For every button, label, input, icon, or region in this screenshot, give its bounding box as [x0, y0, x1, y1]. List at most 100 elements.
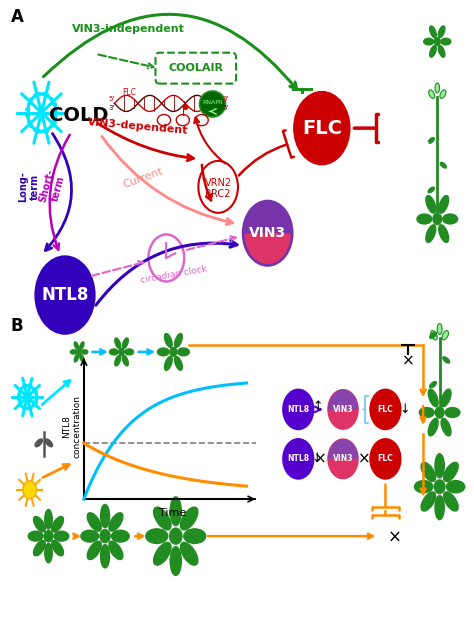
Ellipse shape — [111, 530, 129, 542]
Ellipse shape — [430, 45, 436, 57]
Ellipse shape — [445, 407, 460, 417]
Ellipse shape — [444, 492, 458, 511]
Circle shape — [294, 93, 349, 164]
Ellipse shape — [328, 439, 358, 479]
Text: ↑: ↑ — [313, 400, 323, 413]
Ellipse shape — [45, 439, 53, 446]
Circle shape — [36, 256, 94, 333]
Circle shape — [100, 530, 110, 542]
Ellipse shape — [109, 541, 123, 560]
Ellipse shape — [243, 201, 292, 265]
FancyArrowPatch shape — [420, 389, 426, 394]
Text: NTL8
concentration: NTL8 concentration — [63, 395, 82, 458]
Circle shape — [77, 350, 81, 354]
Text: Current: Current — [121, 166, 164, 189]
Ellipse shape — [28, 531, 43, 541]
FancyArrowPatch shape — [208, 533, 373, 538]
FancyArrow shape — [401, 97, 427, 162]
Ellipse shape — [115, 355, 121, 366]
FancyArrowPatch shape — [102, 137, 233, 225]
FancyArrowPatch shape — [202, 165, 211, 201]
Circle shape — [23, 481, 36, 499]
Ellipse shape — [164, 356, 172, 370]
FancyArrowPatch shape — [43, 465, 69, 478]
Circle shape — [170, 528, 182, 544]
Circle shape — [435, 38, 440, 45]
Ellipse shape — [45, 510, 52, 529]
Text: NTL8: NTL8 — [287, 405, 310, 414]
Ellipse shape — [183, 105, 188, 109]
FancyArrowPatch shape — [42, 381, 70, 404]
Ellipse shape — [442, 330, 448, 340]
Ellipse shape — [100, 545, 109, 568]
Ellipse shape — [82, 350, 88, 354]
Ellipse shape — [435, 496, 444, 520]
FancyArrowPatch shape — [73, 533, 78, 538]
Ellipse shape — [444, 463, 458, 481]
Text: FLC: FLC — [123, 88, 137, 97]
Text: ×: × — [388, 528, 402, 546]
Ellipse shape — [441, 389, 451, 407]
Circle shape — [436, 407, 444, 418]
Ellipse shape — [426, 225, 436, 242]
Text: FLC: FLC — [378, 455, 393, 463]
Ellipse shape — [441, 39, 451, 45]
Ellipse shape — [435, 83, 439, 93]
Text: Short-
term: Short- term — [37, 168, 67, 206]
FancyArrowPatch shape — [96, 240, 237, 305]
Ellipse shape — [200, 91, 226, 117]
Ellipse shape — [328, 389, 358, 429]
Text: B: B — [11, 317, 23, 335]
Text: ×: × — [314, 451, 327, 466]
Ellipse shape — [443, 357, 449, 363]
Circle shape — [370, 439, 401, 479]
Ellipse shape — [34, 540, 46, 556]
Ellipse shape — [176, 114, 190, 125]
Ellipse shape — [170, 546, 181, 576]
Text: Long-
term: Long- term — [18, 171, 39, 202]
Text: 3': 3' — [222, 96, 228, 102]
Ellipse shape — [435, 454, 444, 478]
Ellipse shape — [430, 26, 436, 38]
Ellipse shape — [146, 529, 168, 543]
Circle shape — [198, 161, 238, 213]
Text: VRN2: VRN2 — [205, 178, 232, 188]
Text: 5': 5' — [222, 105, 228, 111]
Circle shape — [148, 235, 184, 281]
Ellipse shape — [154, 542, 171, 565]
Ellipse shape — [115, 338, 121, 348]
Ellipse shape — [45, 543, 52, 563]
Text: 5': 5' — [108, 96, 114, 102]
Ellipse shape — [74, 342, 79, 350]
FancyArrowPatch shape — [98, 124, 193, 161]
Text: COOLAIR: COOLAIR — [168, 63, 224, 73]
Ellipse shape — [52, 517, 64, 532]
Ellipse shape — [71, 350, 77, 354]
Ellipse shape — [170, 497, 181, 525]
Ellipse shape — [87, 541, 101, 560]
Ellipse shape — [181, 507, 198, 530]
Circle shape — [370, 389, 401, 429]
FancyArrowPatch shape — [420, 406, 426, 422]
Text: FLC: FLC — [378, 405, 393, 414]
Ellipse shape — [174, 356, 182, 370]
Ellipse shape — [428, 138, 434, 143]
Ellipse shape — [109, 513, 123, 531]
Circle shape — [283, 439, 313, 479]
Ellipse shape — [184, 529, 206, 543]
FancyArrowPatch shape — [187, 237, 236, 250]
Ellipse shape — [421, 463, 436, 481]
Circle shape — [433, 214, 441, 224]
Ellipse shape — [443, 214, 457, 224]
FancyArrowPatch shape — [138, 350, 152, 355]
Ellipse shape — [438, 45, 445, 57]
Ellipse shape — [74, 355, 79, 362]
Ellipse shape — [181, 542, 198, 565]
Ellipse shape — [426, 196, 436, 213]
Ellipse shape — [80, 342, 84, 350]
Ellipse shape — [195, 114, 208, 125]
Ellipse shape — [431, 330, 437, 340]
Ellipse shape — [421, 492, 436, 511]
Ellipse shape — [428, 187, 434, 193]
Text: VIN3: VIN3 — [333, 405, 353, 414]
